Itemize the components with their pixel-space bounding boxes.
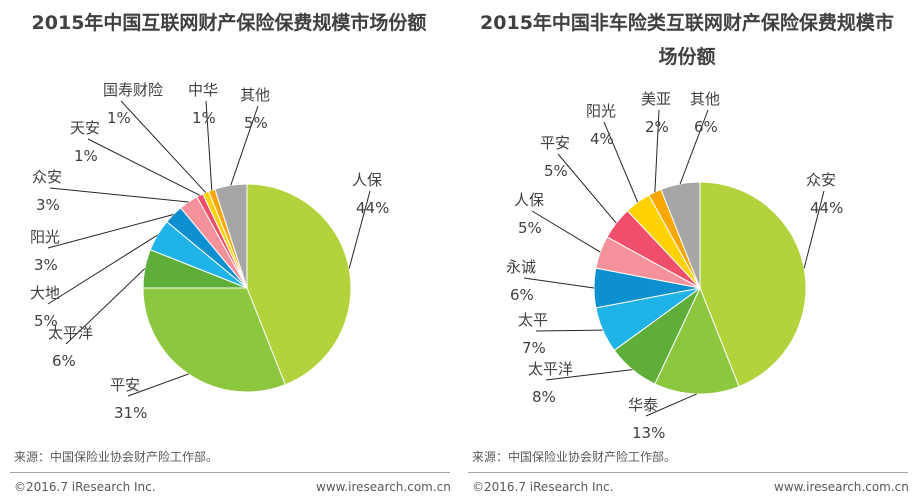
slice-name-label-10: 其他 [690, 90, 720, 108]
slice-value-label-7: 1% [74, 147, 98, 165]
pie-chart-noncar: 众安44%华泰13%太平洋8%太平7%永诚6%人保5%平安5%阳光4%美亚2%其… [506, 90, 843, 442]
leader-line-1 [348, 190, 371, 269]
slice-name-label-8: 国寿财险 [103, 81, 163, 99]
slice-name-label-3: 太平洋 [48, 324, 93, 342]
chart-panel-overall: 2015年中国互联网财产保险保费规模市场份额 人保 44% 平安 31% 太平洋 6% 大地… [10, 12, 451, 494]
slice-value-label-8: 4% [590, 130, 614, 148]
slice-value-label-1: 44% [356, 199, 389, 217]
slice-name-label-2: 华泰 [628, 396, 658, 414]
copyright-left: ©2016.7 iResearch Inc. [14, 480, 156, 494]
chart-panel-noncar: 2015年中国非车险类互联网财产保险保费规模市场份额 众安 44% 华泰 13% 太平洋… [458, 0, 916, 500]
slice-value-label-10: 6% [694, 118, 718, 136]
slice-name-label-1: 众安 [806, 171, 836, 189]
slice-name-label-5: 阳光 [30, 228, 60, 246]
slice-name-label-6: 人保 [514, 191, 544, 209]
website-left: www.iresearch.com.cn [316, 480, 451, 494]
pie-slice-1 [699, 181, 807, 388]
leader-line-3 [545, 369, 633, 381]
slice-name-label-10: 其他 [240, 86, 270, 104]
slice-value-label-3: 6% [52, 352, 76, 370]
slice-name-label-4: 太平 [518, 311, 548, 329]
source-note-right: 来源：中国保险业协会财产险工作部。 [472, 450, 677, 464]
source-note-left: 来源：中国保险业协会财产险工作部。 [14, 450, 219, 464]
leader-line-6 [531, 210, 601, 253]
leader-line-3 [65, 268, 146, 345]
pie-chart-overall: 人保 44% 平安 31% 太平洋 6% 大地 5% 阳光 3% 众安 3% 天安 1% 国寿财险 1% 中华 1… [30, 81, 389, 422]
slice-value-label-9: 2% [645, 118, 669, 136]
slice-name-label-5: 永诚 [506, 258, 536, 276]
leader-line-5 [47, 213, 174, 249]
slice-name-label-3: 太平洋 [528, 360, 573, 378]
footer-divider-left [10, 472, 450, 473]
slice-value-label-6: 5% [518, 219, 542, 237]
slice-name-label-1: 人保 [352, 171, 382, 189]
slice-name-label-2: 平安 [110, 376, 140, 394]
website-right: www.iresearch.com.cn [774, 480, 909, 494]
chart-title-overall: 2015年中国互联网财产保险保费规模市场份额 [31, 12, 427, 34]
leader-line-2 [645, 393, 697, 417]
slice-value-label-3: 8% [532, 388, 556, 406]
slice-name-label-9: 中华 [188, 81, 218, 99]
leader-line-4 [535, 329, 603, 332]
slice-value-label-5: 3% [34, 256, 58, 274]
leader-line-5 [523, 277, 595, 289]
slice-name-label-8: 阳光 [586, 102, 616, 120]
slice-value-label-6: 3% [36, 196, 60, 214]
leader-line-6 [49, 187, 189, 203]
pie-slice-2 [654, 286, 740, 395]
slice-value-label-7: 5% [544, 162, 568, 180]
leader-line-10 [679, 109, 709, 185]
leader-line-1 [803, 190, 825, 269]
slice-name-label-4: 大地 [30, 284, 60, 302]
slice-name-label-7: 天安 [70, 119, 100, 137]
slice-name-label-6: 众安 [32, 168, 62, 186]
slice-value-label-2: 13% [632, 424, 665, 442]
slice-value-label-2: 31% [114, 404, 147, 422]
pie-slice-10 [660, 181, 701, 289]
slice-value-label-1: 44% [810, 199, 843, 217]
slice-name-label-9: 美亚 [641, 90, 671, 108]
leader-line-7 [557, 153, 617, 224]
leader-line-9 [205, 100, 213, 191]
leader-line-8 [603, 121, 639, 203]
leader-line-9 [654, 109, 660, 193]
footer-divider-right [468, 472, 908, 473]
leader-line-2 [127, 373, 189, 397]
slice-value-label-10: 5% [244, 114, 268, 132]
slice-value-label-8: 1% [107, 109, 131, 127]
copyright-right: ©2016.7 iResearch Inc. [472, 480, 614, 494]
leader-line-8 [120, 100, 207, 193]
slice-value-label-5: 6% [510, 286, 534, 304]
chart-title-noncar: 2015年中国非车险类互联网财产保险保费规模市场份额 [480, 12, 894, 68]
slice-value-label-9: 1% [192, 109, 216, 127]
slice-value-label-4: 5% [34, 312, 58, 330]
slice-value-label-4: 7% [522, 339, 546, 357]
leader-line-4 [47, 234, 158, 305]
leader-line-7 [87, 138, 201, 196]
slice-name-label-7: 平安 [540, 134, 570, 152]
leader-line-10 [230, 105, 259, 186]
